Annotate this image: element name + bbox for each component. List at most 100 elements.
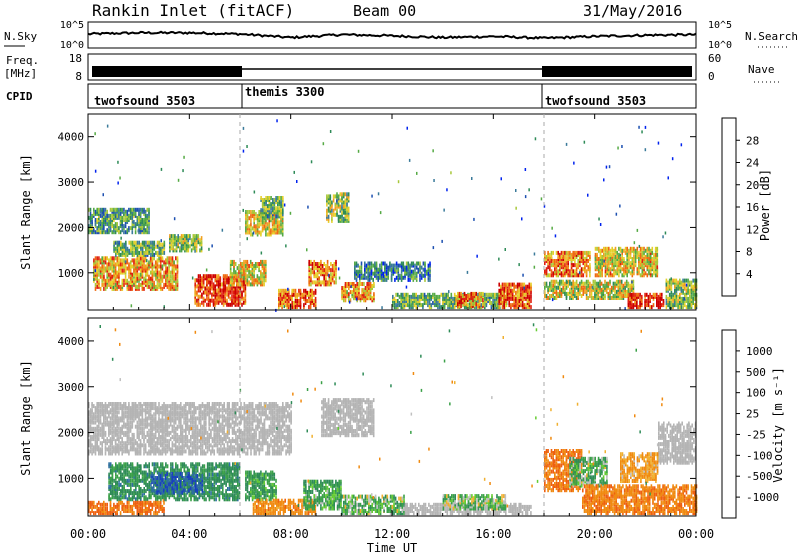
power-cell — [181, 240, 183, 244]
velocity-cell — [123, 449, 125, 453]
power-cell — [233, 280, 235, 284]
velocity-cell — [105, 452, 107, 456]
power-cell — [623, 284, 625, 288]
power-cell — [356, 270, 358, 274]
power-cell — [687, 283, 689, 287]
power-cell — [173, 285, 175, 289]
power-cell — [117, 271, 119, 275]
velocity-cell — [91, 408, 93, 412]
power-cell — [527, 305, 529, 309]
power-speck — [658, 142, 660, 145]
power-cell — [424, 278, 426, 282]
power-cell — [286, 301, 288, 305]
power-cell — [525, 303, 527, 307]
power-cell — [247, 278, 249, 282]
power-cell — [142, 247, 144, 251]
power-cell — [331, 217, 333, 221]
power-cell — [647, 259, 649, 263]
power-cell — [441, 293, 443, 297]
power-cell — [93, 258, 95, 262]
power-cell — [547, 286, 549, 290]
power-cell — [628, 288, 630, 292]
power-cell — [520, 283, 522, 287]
velocity-cell — [115, 414, 117, 418]
power-cell — [646, 293, 648, 297]
power-cell — [277, 214, 279, 218]
power-speck — [525, 195, 527, 198]
power-cell — [298, 299, 300, 303]
power-cell — [581, 294, 583, 298]
power-cell — [667, 281, 669, 285]
power-cell — [343, 192, 345, 196]
power-cell — [410, 303, 412, 307]
power-cell — [449, 303, 451, 307]
power-cell — [250, 282, 252, 286]
power-speck — [433, 246, 435, 249]
power-cell — [403, 276, 405, 280]
power-cell — [554, 280, 556, 284]
power-cell — [293, 289, 295, 293]
power-cell — [275, 224, 277, 228]
power-cell — [216, 289, 218, 293]
power-cell — [167, 267, 169, 271]
power-cell — [671, 283, 673, 287]
power-cell — [101, 273, 103, 277]
power-cell — [132, 247, 134, 251]
velocity-cell — [93, 445, 95, 449]
power-cell — [203, 303, 205, 307]
velocity-cell — [118, 431, 120, 435]
power-cell — [427, 303, 429, 307]
power-cell — [317, 272, 319, 276]
power-speck — [95, 269, 97, 272]
power-cell — [431, 303, 433, 307]
velocity-cell — [113, 435, 115, 439]
power-cell — [172, 234, 174, 238]
power-cell — [125, 230, 127, 234]
power-cell — [143, 287, 145, 291]
power-cell — [638, 293, 640, 297]
power-cell — [240, 287, 242, 291]
power-cell — [252, 210, 254, 214]
velocity-cell — [125, 414, 127, 418]
power-cell — [105, 267, 107, 271]
power-cell — [601, 259, 603, 263]
power-cell — [508, 301, 510, 305]
power-cell — [359, 274, 361, 278]
power-cell — [407, 299, 409, 303]
power-cell — [364, 268, 366, 272]
power-cell — [176, 236, 178, 240]
power-cell — [407, 303, 409, 307]
power-cell — [262, 280, 264, 284]
power-cell — [332, 272, 334, 276]
power-cell — [110, 226, 112, 230]
power-cell — [639, 293, 641, 297]
power-cell — [162, 287, 164, 291]
power-cell — [215, 284, 217, 288]
power-speck — [211, 244, 213, 247]
power-cell — [386, 264, 388, 268]
power-cell — [199, 278, 201, 282]
velocity-cell — [128, 441, 130, 445]
power-cell — [90, 216, 92, 220]
power-cell — [437, 301, 439, 305]
power-cell — [581, 280, 583, 284]
power-cell — [233, 295, 235, 299]
power-cell — [243, 301, 245, 305]
power-speck — [631, 281, 633, 284]
power-cell — [137, 273, 139, 277]
power-cell — [618, 247, 620, 251]
power-cell — [240, 262, 242, 266]
power-cell — [265, 274, 267, 278]
power-cell — [215, 289, 217, 293]
power-cell — [313, 299, 315, 303]
power-cell — [409, 303, 411, 307]
power-cell — [258, 210, 260, 214]
power-cell — [593, 280, 595, 284]
power-cell — [283, 299, 285, 303]
velocity-cell — [135, 447, 137, 451]
power-cell — [525, 285, 527, 289]
power-cell — [267, 233, 269, 237]
power-cell — [647, 265, 649, 269]
power-cell — [128, 275, 130, 279]
power-cell — [429, 262, 431, 266]
